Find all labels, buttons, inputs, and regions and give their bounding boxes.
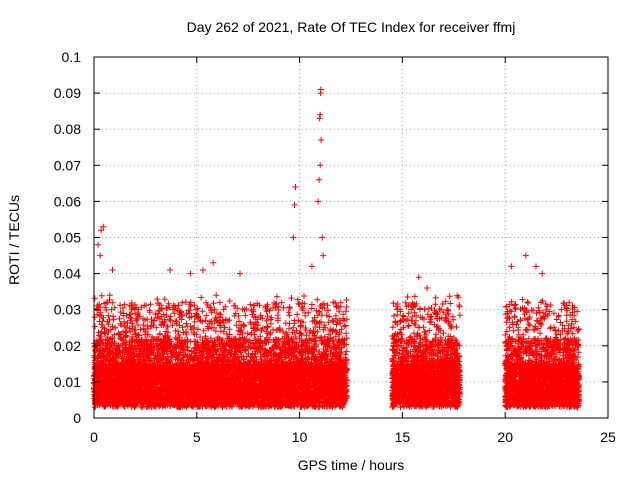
chart-title: Day 262 of 2021, Rate Of TEC Index for r… xyxy=(187,19,516,35)
y-tick-label: 0.04 xyxy=(54,266,81,282)
y-tick-label: 0.08 xyxy=(54,121,81,137)
x-tick-label: 5 xyxy=(193,429,201,445)
x-tick-label: 20 xyxy=(497,429,513,445)
roti-series-markers xyxy=(91,86,583,411)
x-tick-label: 15 xyxy=(395,429,411,445)
x-axis-label: GPS time / hours xyxy=(298,457,405,473)
y-tick-label: 0 xyxy=(73,410,81,426)
y-axis-label: ROTI / TECUs xyxy=(6,195,22,285)
y-tick-label: 0.06 xyxy=(54,193,81,209)
data-points xyxy=(91,86,583,411)
y-tick-label: 0.05 xyxy=(54,230,81,246)
x-tick-label: 10 xyxy=(292,429,308,445)
x-tick-label: 0 xyxy=(90,429,98,445)
y-tick-label: 0.01 xyxy=(54,374,81,390)
y-tick-label: 0.07 xyxy=(54,157,81,173)
y-tick-label: 0.03 xyxy=(54,302,81,318)
tick-labels: 0 5 10 15 20 25 0 0.01 0.02 0.03 0.04 0.05 0.06 0.07 0… xyxy=(54,49,616,445)
x-tick-label: 25 xyxy=(600,429,616,445)
y-tick-label: 0.02 xyxy=(54,338,81,354)
axis-ticks xyxy=(93,56,609,419)
y-tick-label: 0.09 xyxy=(54,85,81,101)
y-tick-label: 0.1 xyxy=(62,49,82,65)
